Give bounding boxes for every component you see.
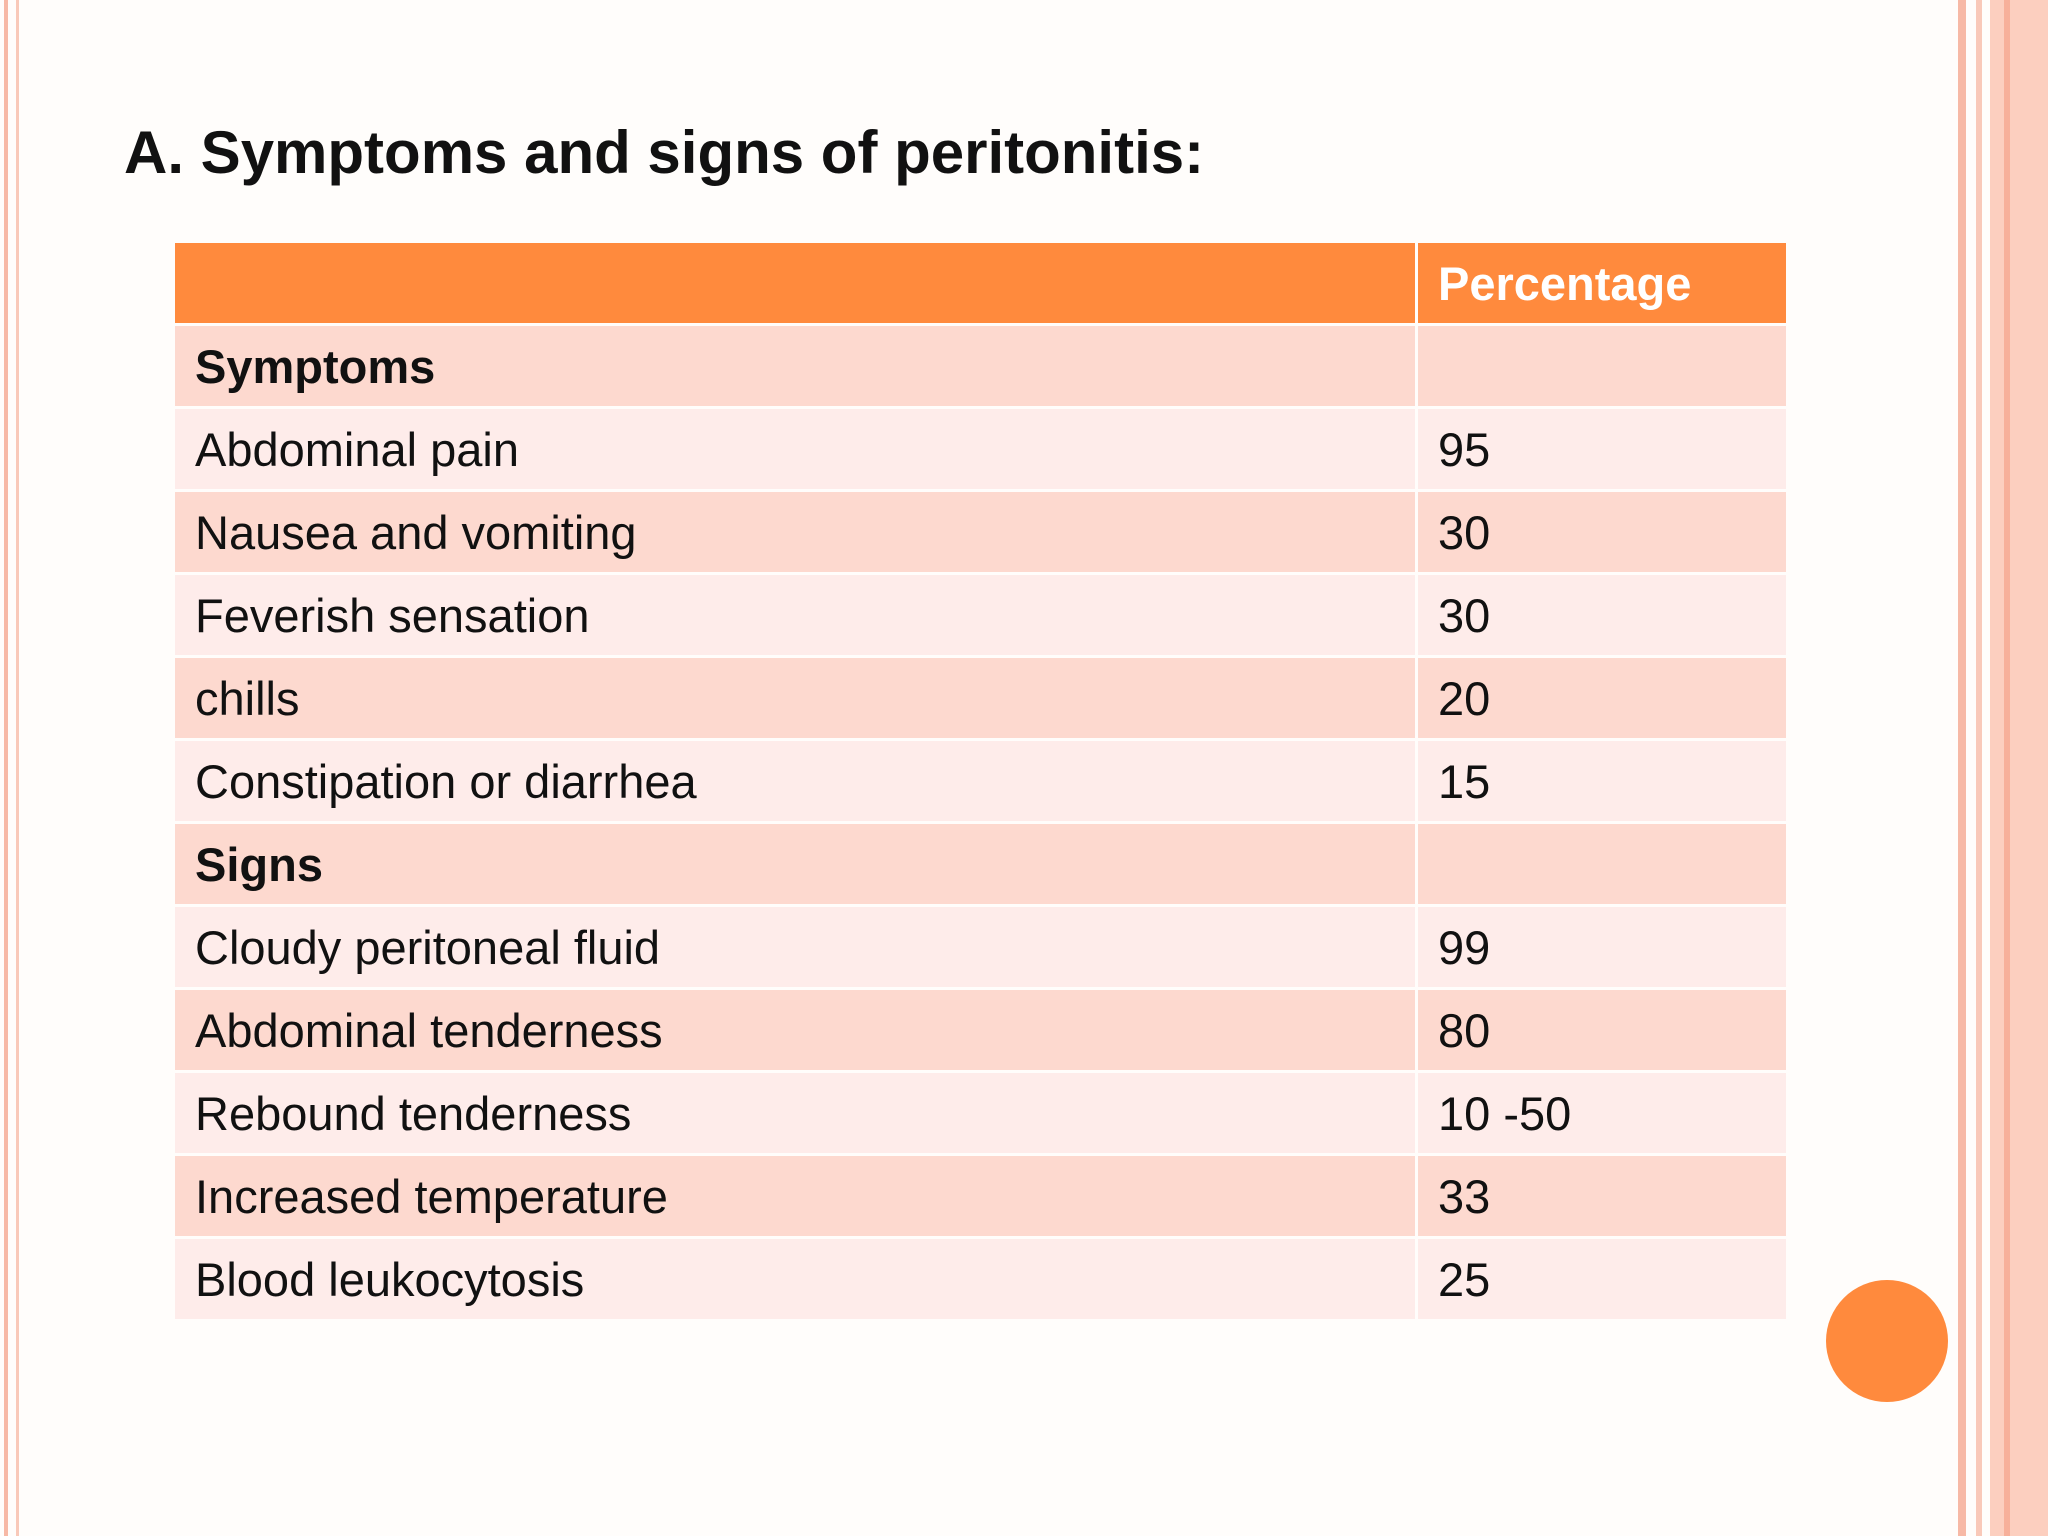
- percentage: 15: [1415, 738, 1789, 824]
- table-row: Blood leukocytosis 25: [172, 1236, 1789, 1322]
- percentage: 80: [1415, 987, 1789, 1073]
- right-stripe: [1976, 0, 1982, 1536]
- table-row: Constipation or diarrhea 15: [172, 738, 1789, 824]
- table: Percentage Symptoms Abdominal pain 95 Nause…: [172, 240, 1789, 1322]
- right-stripe: [1958, 0, 1966, 1536]
- percentage: 33: [1415, 1153, 1789, 1239]
- section-title: Symptoms: [172, 323, 1418, 409]
- table-row: chills 20: [172, 655, 1789, 741]
- row-label: Nausea and vomiting: [172, 489, 1418, 575]
- percentage: 10 -50: [1415, 1070, 1789, 1156]
- table-body: Percentage Symptoms Abdominal pain 95 Nause…: [172, 240, 1789, 1322]
- header-cell: [172, 240, 1418, 326]
- table-row: Feverish sensation 30: [172, 572, 1789, 658]
- row-label: Cloudy peritoneal fluid: [172, 904, 1418, 990]
- percentage: 99: [1415, 904, 1789, 990]
- section-title: Signs: [172, 821, 1418, 907]
- table-row: Cloudy peritoneal fluid 99: [172, 904, 1789, 990]
- percentage: 30: [1415, 572, 1789, 658]
- section-row: Signs: [172, 821, 1789, 907]
- percentage: 20: [1415, 655, 1789, 741]
- row-label: Feverish sensation: [172, 572, 1418, 658]
- left-stripe: [4, 0, 8, 1536]
- row-label: Abdominal pain: [172, 406, 1418, 492]
- header-cell: Percentage: [1415, 240, 1789, 326]
- table-row: Abdominal tenderness 80: [172, 987, 1789, 1073]
- row-label: Blood leukocytosis: [172, 1236, 1418, 1322]
- row-label: Rebound tenderness: [172, 1070, 1418, 1156]
- row-label: Increased temperature: [172, 1153, 1418, 1239]
- row-label: Constipation or diarrhea: [172, 738, 1418, 824]
- cell: [1415, 821, 1789, 907]
- left-stripe: [16, 0, 19, 1536]
- table-row: Increased temperature 33: [172, 1153, 1789, 1239]
- percentage: 95: [1415, 406, 1789, 492]
- row-label: chills: [172, 655, 1418, 741]
- table-row: Nausea and vomiting 30: [172, 489, 1789, 575]
- row-label: Abdominal tenderness: [172, 987, 1418, 1073]
- slide-title: A. Symptoms and signs of peritonitis:: [124, 119, 1205, 186]
- right-stripe: [2004, 0, 2010, 1536]
- decoration-circle: [1826, 1280, 1948, 1402]
- cell: [1415, 323, 1789, 409]
- section-row: Symptoms: [172, 323, 1789, 409]
- percentage: 25: [1415, 1236, 1789, 1322]
- table-row: Abdominal pain 95: [172, 406, 1789, 492]
- header-row: Percentage: [172, 240, 1789, 326]
- right-stripe: [1990, 0, 2048, 1536]
- table-row: Rebound tenderness 10 -50: [172, 1070, 1789, 1156]
- percentage: 30: [1415, 489, 1789, 575]
